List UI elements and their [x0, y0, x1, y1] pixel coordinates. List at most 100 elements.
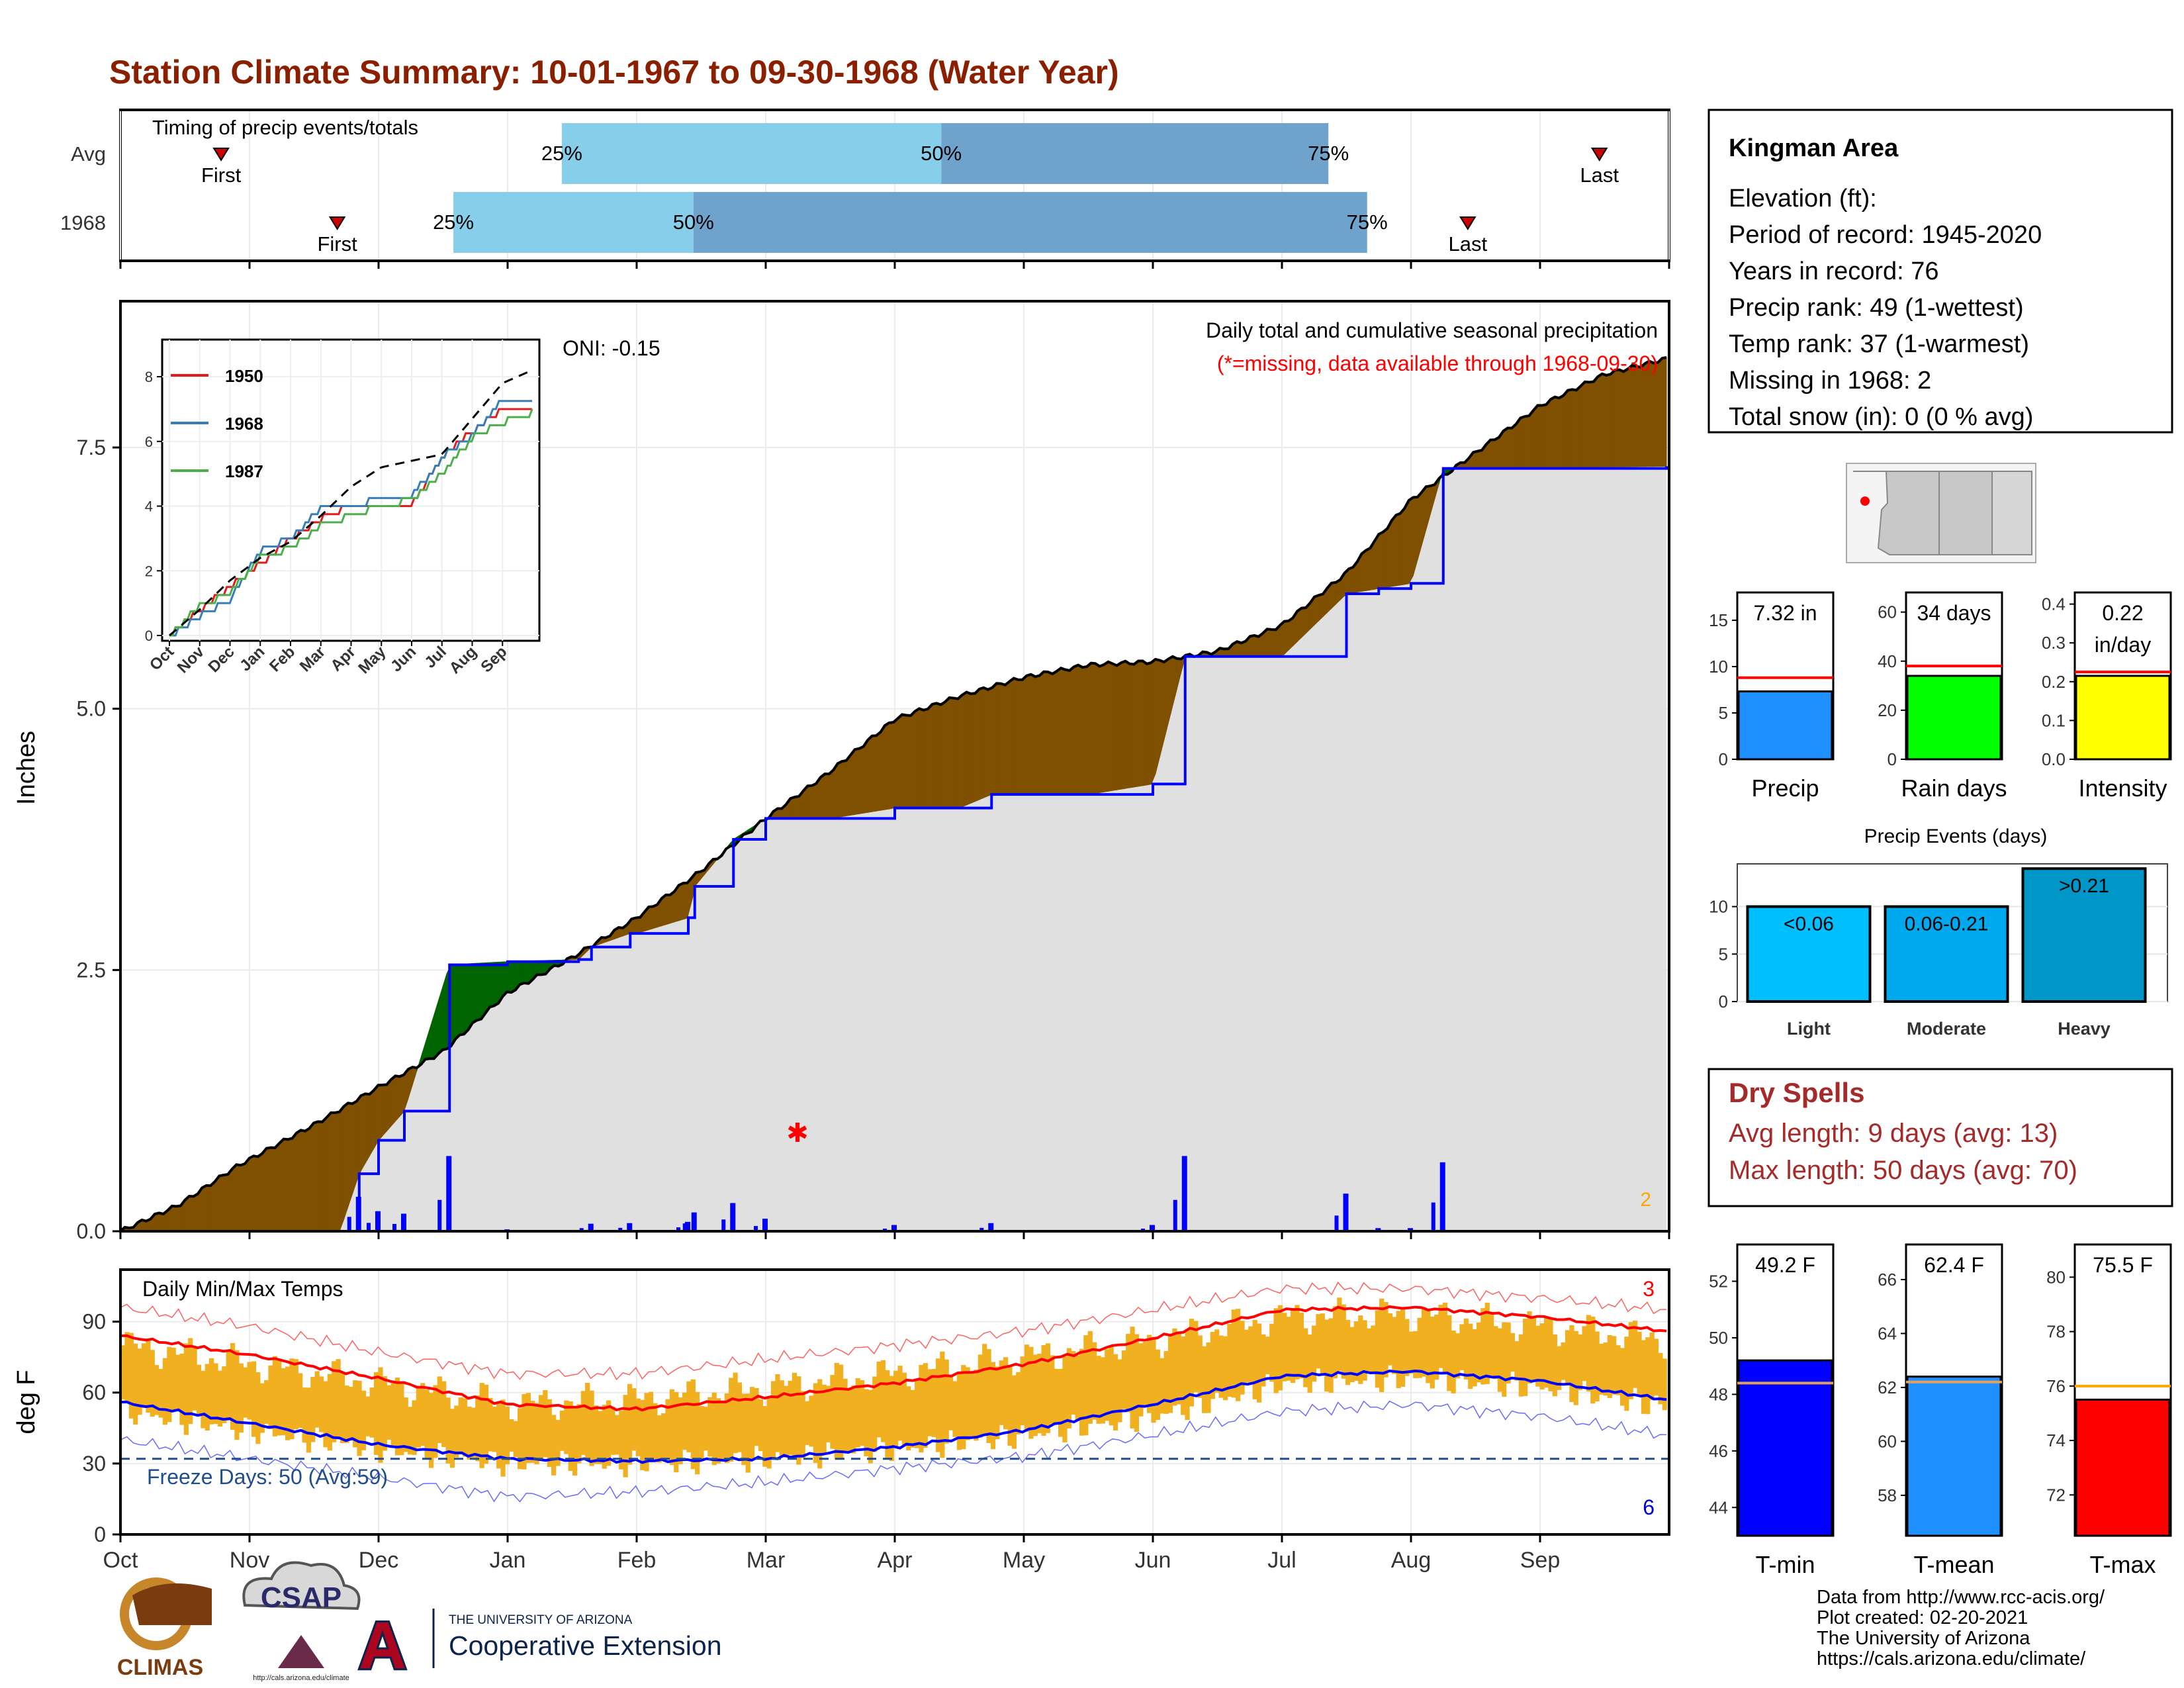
ua-small-text: THE UNIVERSITY OF ARIZONA [449, 1613, 633, 1627]
precip-daily-bars [347, 1156, 1669, 1231]
temp-daily-bar [1163, 1350, 1169, 1414]
tmean-value: 62.4 F [1924, 1253, 1984, 1277]
inset-y-tick-label: 4 [145, 498, 153, 515]
precip-anomaly-segment [334, 1111, 340, 1232]
precip-anomaly-segment [957, 694, 963, 809]
inset-y-tick-label: 0 [145, 628, 153, 644]
timing-1968-p75-label: 75% [1347, 211, 1388, 234]
temp-daily-bar [272, 1356, 277, 1436]
temp-daily-bar [175, 1354, 181, 1409]
temp-daily-bars [120, 1297, 1667, 1477]
inset-line-1987 [169, 408, 533, 637]
temp-daily-bar [825, 1385, 831, 1442]
events-bar-label: 0.06-0.21 [1905, 914, 1989, 935]
precip-anomaly-segment [468, 963, 473, 1031]
precip-anomaly-segment [1383, 528, 1388, 588]
precip-anomaly-segment [1348, 567, 1353, 594]
precip-total-y-tick-label: 5 [1719, 703, 1728, 723]
precip-anomaly-segment [1614, 369, 1620, 467]
temp-daily-bar [454, 1405, 459, 1458]
precip-daily-bar [355, 1196, 361, 1231]
precip-anomaly-segment [974, 688, 980, 802]
precip-anomaly-segment [1318, 593, 1324, 622]
temp-daily-bar [179, 1353, 185, 1425]
temp-daily-bar [821, 1384, 827, 1454]
precip-anomaly-segment [1588, 381, 1594, 468]
temp-daily-bar [766, 1397, 772, 1469]
temp-daily-bar [1007, 1365, 1013, 1446]
precip-anomaly-segment [1597, 373, 1603, 467]
missing-marker: ✱ [786, 1119, 809, 1148]
timing-avg-p75-label: 75% [1308, 142, 1349, 165]
precip-anomaly-segment [382, 1084, 387, 1137]
temp-daily-bar [1375, 1310, 1380, 1388]
temp-daily-bar [534, 1403, 539, 1465]
precip-anomaly-segment [1649, 360, 1655, 467]
temp-daily-bar [1531, 1317, 1537, 1380]
temp-daily-bar [1058, 1368, 1064, 1437]
tmax-y-tick-label: 72 [2046, 1485, 2066, 1505]
temp-panel: 0 30 60 90 Oct Nov Dec Jan Feb Mar Apr May Jun Jul Au… [13, 1268, 1670, 1573]
temp-daily-bar [504, 1406, 510, 1465]
precip-anomaly-segment [1653, 361, 1659, 467]
temp-daily-bar [1506, 1322, 1511, 1383]
temp-daily-bar [517, 1408, 523, 1470]
temp-daily-bar [1658, 1352, 1663, 1405]
temp-daily-bar [1316, 1314, 1321, 1369]
precip-anomaly-segment [1606, 373, 1612, 467]
temp-daily-bar [990, 1362, 996, 1450]
precip-anomaly-segment [1301, 607, 1306, 639]
temp-daily-bar [1256, 1323, 1262, 1403]
precip-anomaly-segment [1095, 663, 1101, 794]
temp-daily-bar [1392, 1317, 1397, 1374]
tmax-value: 75.5 F [2093, 1253, 2153, 1277]
temp-daily-bar [1181, 1336, 1186, 1415]
temp-daily-bar [1421, 1307, 1427, 1377]
temp-daily-bar [365, 1396, 371, 1436]
temp-daily-bar [217, 1370, 222, 1427]
precip-daily-bar [1375, 1228, 1381, 1231]
temp-daily-bar [1527, 1311, 1532, 1383]
precip-y-tick-label: 7.5 [77, 436, 106, 459]
precip-anomaly-segment [339, 1105, 344, 1232]
precip-anomaly-segment [1159, 659, 1165, 757]
temp-daily-bar [124, 1332, 130, 1402]
temp-daily-bar [770, 1381, 776, 1458]
precip-anomaly-segment [858, 745, 864, 814]
precip-daily-bar [891, 1225, 897, 1231]
temp-daily-bar [897, 1366, 903, 1441]
csap-text: CSAP [261, 1581, 341, 1614]
precip-anomaly-segment [154, 1212, 159, 1232]
precip-anomaly-segment [266, 1147, 271, 1232]
dry-spells-frame [1707, 1068, 2173, 1207]
tmean-y-tick-label: 62 [1878, 1378, 1897, 1397]
temp-daily-bar [547, 1399, 552, 1468]
temp-daily-bar [1573, 1331, 1578, 1405]
timing-avg-p50-label: 50% [921, 142, 962, 165]
temp-daily-bar [1071, 1350, 1076, 1415]
temp-daily-bar [1189, 1319, 1195, 1407]
climas-logo: CLIMAS [117, 1577, 212, 1680]
temp-daily-bar [948, 1375, 954, 1430]
tmean-y-tick-label: 60 [1878, 1431, 1897, 1451]
precip-anomaly-segment [322, 1116, 327, 1232]
footer: CLIMAS CSAP http://cals.arizona.edu/clim… [117, 1561, 2105, 1685]
temp-daily-bar [855, 1378, 860, 1448]
temp-daily-bar [868, 1389, 873, 1464]
precip-anomaly-segment [489, 962, 495, 1008]
inset-legend-label: 1968 [225, 414, 263, 434]
precip-anomaly-segment [283, 1139, 289, 1232]
events-title: Precip Events (days) [1864, 825, 2048, 847]
precip-anomaly-segment [1645, 360, 1650, 467]
precip-anomaly-segment [811, 782, 817, 819]
precip-anomaly-segment [846, 754, 851, 817]
dry-spells-avg: Avg length: 9 days (avg: 13) [1729, 1119, 2058, 1148]
temp-daily-bar [796, 1376, 801, 1465]
temp-daily-bar [893, 1370, 899, 1448]
temp-daily-bar [1062, 1356, 1068, 1443]
precip-anomaly-segment [463, 963, 469, 1035]
temp-daily-bar [1206, 1342, 1211, 1413]
temp-daily-bar [302, 1387, 307, 1443]
precip-anomaly-segment [923, 708, 929, 809]
footer-credits: Data from http://www.rcc-acis.org/Plot c… [1817, 1587, 2105, 1669]
